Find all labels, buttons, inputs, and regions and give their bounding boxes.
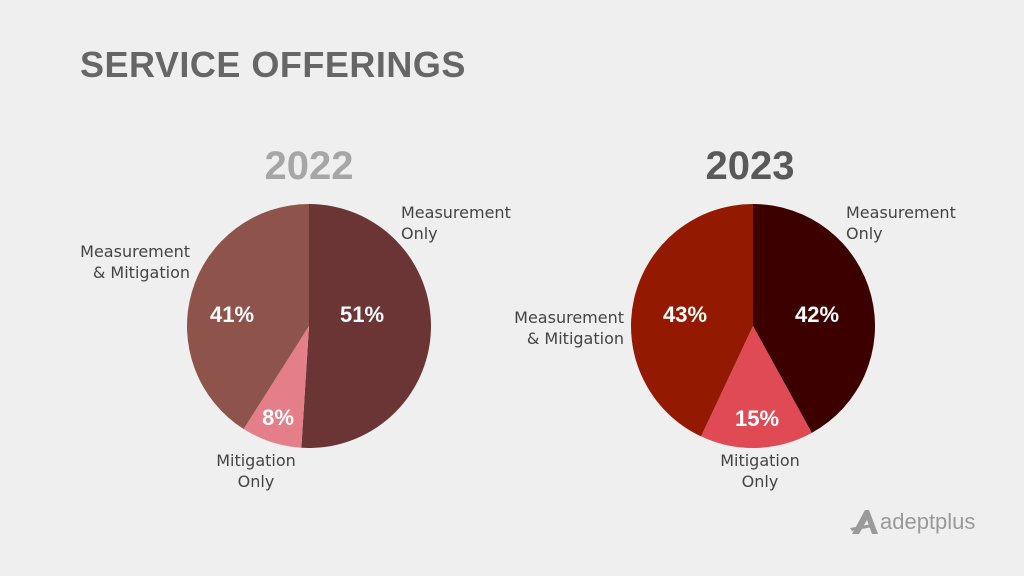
pie-slice-2023-measurement-mitigation — [631, 204, 753, 437]
logo-text: adeptplus — [880, 509, 976, 534]
logo-a-icon — [850, 510, 878, 534]
pie-slice-2022-measurement-mitigation — [187, 204, 309, 430]
pie-slice-2022-measurement-only — [301, 204, 432, 449]
label-2022-measurement-only: Measurement Only — [401, 203, 511, 243]
pie-slice-2022-mitigation-only — [243, 326, 309, 448]
label-2022-mitigation-only: Mitigation Only — [216, 451, 296, 491]
pct-2022-measurement-only: 51% — [339, 302, 385, 327]
pie-slice-2023-measurement-only — [753, 204, 875, 433]
pct-2022-measurement-mitigation: 41% — [209, 302, 255, 327]
label-2023-mitigation-only: Mitigation Only — [720, 451, 800, 491]
pct-2023-measurement-only: 42% — [794, 302, 840, 327]
page-title: SERVICE OFFERINGS — [80, 44, 466, 85]
label-2023-measurement-only: Measurement Only — [846, 203, 956, 243]
adeptplus-logo: adeptplus — [850, 508, 975, 536]
pct-2022-mitigation-only: 8% — [262, 405, 294, 430]
year-2022-title: 2022 — [264, 144, 354, 188]
year-2023-title: 2023 — [705, 144, 795, 188]
pct-2023-measurement-mitigation: 43% — [662, 302, 708, 327]
pie-slice-2023-mitigation-only — [701, 326, 812, 448]
pct-2023-mitigation-only: 15% — [734, 406, 780, 431]
label-2023-measurement-mitigation: Measurement & Mitigation — [514, 308, 624, 348]
label-2022-measurement-mitigation: Measurement & Mitigation — [80, 242, 190, 282]
